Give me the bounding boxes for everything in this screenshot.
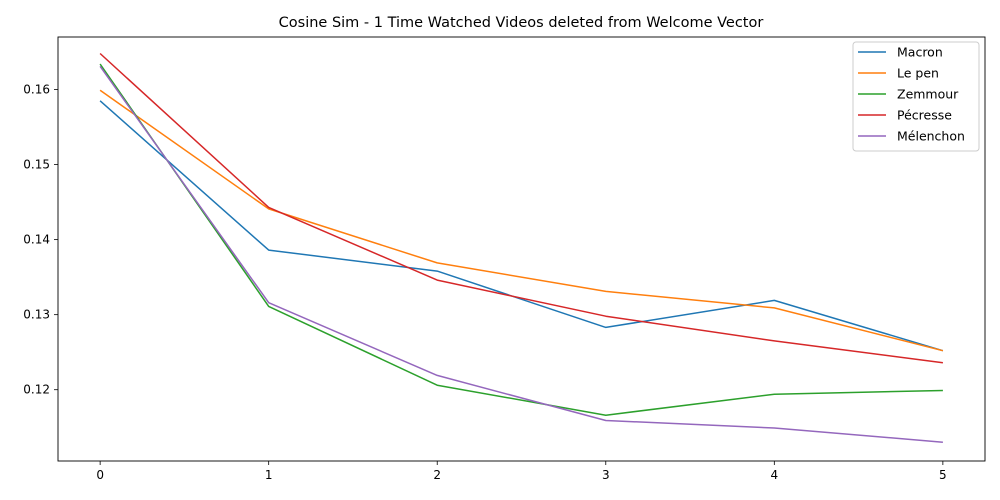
legend-label: Macron: [897, 45, 943, 60]
x-tick-label: 0: [96, 468, 104, 482]
series-line-2: [99, 63, 943, 416]
series-line-1: [99, 89, 944, 352]
legend-box: [852, 41, 980, 152]
x-axis: 0 1 2 3 4 5: [96, 461, 947, 482]
y-tick-label: 0.14: [23, 233, 50, 247]
series-line-4: [99, 65, 943, 443]
x-tick-label: 1: [265, 468, 273, 482]
legend: Macron Le pen Zemmour Pécresse Mélenchon: [852, 41, 980, 152]
y-axis: 0.12 0.13 0.14 0.15 0.16: [23, 83, 58, 397]
y-tick-label: 0.12: [23, 383, 50, 397]
y-tick-label: 0.16: [23, 83, 50, 97]
y-tick-label: 0.15: [23, 158, 50, 172]
y-tick-label: 0.13: [23, 308, 50, 322]
series-line-3: [99, 52, 943, 364]
x-tick-label: 3: [602, 468, 610, 482]
legend-label: Le pen: [897, 66, 939, 81]
legend-label: Mélenchon: [897, 129, 965, 144]
series-line-0: [99, 100, 944, 352]
series-lines: [99, 52, 944, 443]
plot-area: [57, 36, 986, 462]
x-tick-label: 4: [770, 468, 778, 482]
legend-label: Zemmour: [897, 87, 959, 102]
chart-title: Cosine Sim - 1 Time Watched Videos delet…: [279, 15, 764, 31]
x-tick-label: 5: [939, 468, 947, 482]
x-tick-label: 2: [433, 468, 441, 482]
legend-label: Pécresse: [897, 108, 952, 123]
